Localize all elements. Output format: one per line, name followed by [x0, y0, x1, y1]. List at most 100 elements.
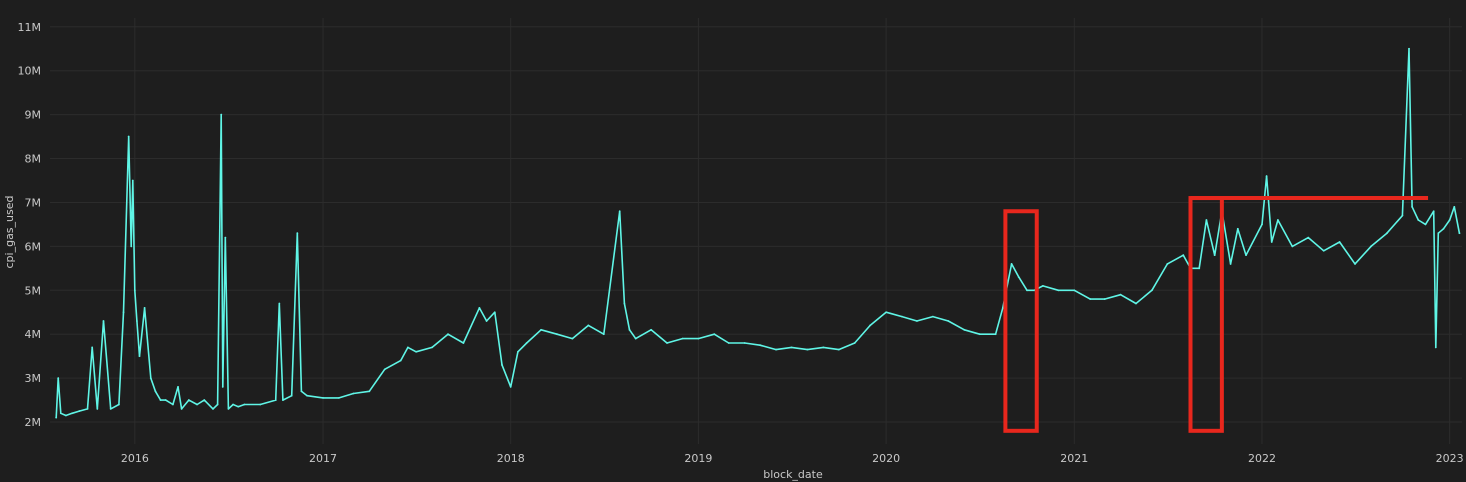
- x-tick-label: 2019: [684, 452, 712, 465]
- data-point: [352, 392, 355, 395]
- data-point: [947, 320, 950, 322]
- data-point: [91, 346, 94, 349]
- data-point: [540, 328, 542, 331]
- data-point: [509, 386, 512, 388]
- data-point: [96, 407, 99, 410]
- data-point: [1261, 223, 1263, 226]
- data-point: [1386, 232, 1388, 235]
- data-point: [462, 342, 465, 344]
- data-point: [431, 346, 433, 349]
- y-tick-label: 8M: [25, 153, 42, 166]
- data-point: [57, 377, 60, 380]
- data-point: [216, 403, 219, 406]
- data-point: [130, 245, 133, 248]
- data-point: [143, 306, 146, 309]
- data-point: [1270, 241, 1273, 243]
- data-point: [681, 337, 684, 340]
- data-point: [224, 236, 227, 239]
- data-point: [368, 390, 371, 393]
- y-tick-label: 11M: [18, 21, 42, 34]
- data-point: [1370, 245, 1372, 248]
- data-point: [485, 320, 488, 322]
- data-point: [71, 412, 74, 415]
- data-point: [713, 333, 716, 336]
- series-line: [55, 47, 1461, 419]
- data-point: [650, 328, 653, 331]
- data-point: [406, 346, 409, 349]
- data-point: [177, 386, 179, 388]
- x-axis-ticks: 2016 2017 2018 2019 2020 2021 2022 2023: [121, 452, 1464, 465]
- data-point: [278, 302, 281, 305]
- y-axis-label: cpi_gas_used: [3, 196, 16, 269]
- data-point: [1182, 254, 1185, 257]
- data-point: [493, 311, 496, 314]
- data-point: [1307, 236, 1310, 239]
- data-point: [322, 396, 324, 399]
- data-point: [697, 337, 700, 340]
- x-tick-label: 2023: [1436, 452, 1464, 465]
- x-tick-label: 2017: [309, 452, 337, 465]
- data-point: [1434, 346, 1437, 349]
- data-point: [1437, 232, 1440, 235]
- data-point: [759, 344, 762, 347]
- data-point: [775, 348, 777, 351]
- data-point: [159, 399, 162, 401]
- data-point: [727, 342, 730, 344]
- data-point: [259, 403, 262, 406]
- data-point: [221, 386, 224, 388]
- data-point: [415, 350, 418, 353]
- data-point: [1265, 175, 1268, 178]
- data-point: [1291, 245, 1294, 248]
- data-point: [1236, 227, 1239, 230]
- y-tick-label: 9M: [25, 109, 42, 122]
- data-point: [885, 311, 887, 314]
- data-point: [571, 337, 574, 340]
- data-point: [853, 342, 856, 344]
- data-point: [1458, 232, 1461, 235]
- data-point: [118, 403, 120, 406]
- data-point: [666, 342, 668, 344]
- data-point: [78, 410, 81, 412]
- data-point: [1033, 289, 1036, 292]
- data-point: [220, 113, 223, 116]
- y-tick-label: 2M: [25, 416, 42, 429]
- data-point: [1151, 289, 1153, 292]
- data-point: [517, 350, 519, 353]
- data-point: [187, 399, 190, 401]
- data-point: [86, 407, 89, 410]
- data-point: [1119, 293, 1122, 296]
- data-point: [901, 315, 903, 318]
- data-point: [399, 359, 402, 362]
- data-point: [994, 333, 997, 336]
- series-layer: [55, 47, 1461, 419]
- data-point: [556, 333, 558, 336]
- data-point: [1229, 263, 1232, 265]
- data-point: [1103, 298, 1106, 300]
- y-axis-ticks: 2M 3M 4M 5M 6M 7M 8M 9M 10M 11M: [18, 21, 42, 429]
- data-point: [171, 403, 174, 406]
- data-point: [180, 407, 183, 410]
- annotation-box: [1188, 196, 1224, 433]
- data-point: [290, 394, 293, 397]
- data-point: [306, 394, 309, 397]
- x-axis-label: block_date: [763, 468, 823, 481]
- data-point: [623, 302, 626, 305]
- data-point: [164, 399, 167, 401]
- y-tick-label: 6M: [25, 240, 42, 253]
- data-point: [154, 390, 157, 393]
- data-point: [478, 306, 481, 309]
- y-tick-label: 4M: [25, 328, 42, 341]
- y-tick-label: 5M: [25, 284, 42, 297]
- y-tick-label: 3M: [25, 372, 42, 385]
- data-point: [931, 315, 934, 318]
- data-point: [338, 396, 340, 399]
- data-point: [1057, 289, 1060, 292]
- data-point: [1205, 219, 1208, 221]
- data-point: [1448, 219, 1451, 221]
- data-point: [1417, 219, 1420, 221]
- data-point: [1042, 284, 1044, 287]
- data-point: [55, 416, 58, 419]
- data-point: [1198, 267, 1201, 270]
- data-point: [1277, 219, 1279, 221]
